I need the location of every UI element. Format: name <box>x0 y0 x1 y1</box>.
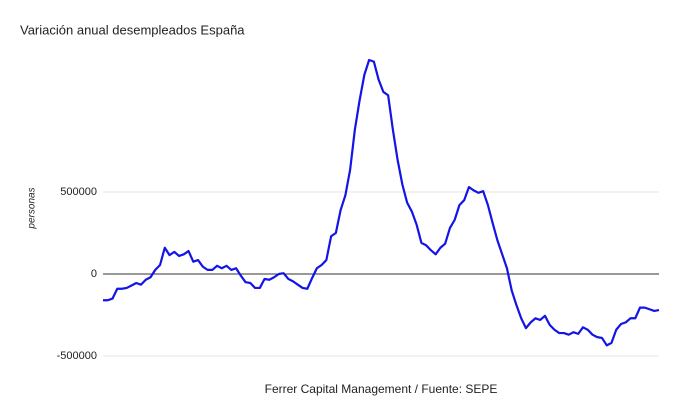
y-tick-label: 0 <box>91 268 97 280</box>
y-tick-label: 500000 <box>60 186 97 198</box>
chart-title: Variación anual desempleados España <box>20 22 245 37</box>
y-tick-label: -500000 <box>57 350 97 362</box>
data-line <box>103 58 660 347</box>
y-axis-label: personas <box>27 187 38 229</box>
source-note: Ferrer Capital Management / Fuente: SEPE <box>265 382 498 396</box>
